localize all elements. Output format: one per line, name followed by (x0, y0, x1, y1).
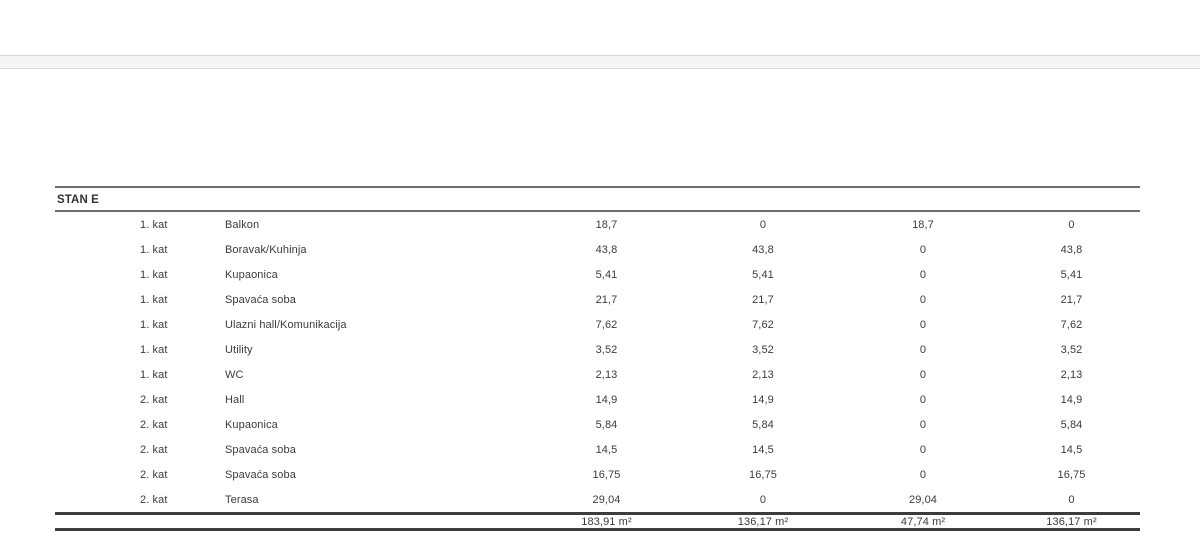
table-row: 2. kat Spavaća soba 14,5 14,5 0 14,5 (55, 437, 1140, 462)
area-value-cell: 0 (919, 368, 927, 381)
floor-cell: 2. kat (140, 493, 168, 506)
room-cell: Balkon (225, 218, 260, 231)
area-value-cell: 43,8 (1060, 243, 1083, 256)
room-cell: WC (225, 368, 244, 381)
area-value-cell: 18,7 (595, 218, 618, 231)
totals-row: 183,91 m² 136,17 m² 47,74 m² 136,17 m² (55, 512, 1140, 531)
area-value-cell: 16,75 (1057, 468, 1086, 481)
table-row: 1. kat WC 2,13 2,13 0 2,13 (55, 362, 1140, 387)
table-row: 2. kat Spavaća soba 16,75 16,75 0 16,75 (55, 462, 1140, 487)
area-value-cell: 14,5 (752, 443, 774, 456)
table-body: 1. kat Balkon 18,7 0 18,7 0 1. kat Boravak/Kuhi… (55, 212, 1140, 512)
section-header: STAN E (55, 188, 1140, 212)
table-row: 1. kat Balkon 18,7 0 18,7 0 (55, 212, 1140, 237)
table-row: 1. kat Spavaća soba 21,7 21,7 0 21,7 (55, 287, 1140, 312)
area-value-cell: 3,52 (595, 343, 618, 356)
total-net-area: 136,17 m² (737, 516, 789, 528)
area-value-cell: 2,13 (1060, 368, 1083, 381)
floor-cell: 1. kat (140, 268, 168, 281)
room-cell: Kupaonica (225, 418, 278, 431)
room-cell: Terasa (225, 493, 259, 506)
room-cell: Spavaća soba (225, 443, 296, 456)
room-cell: Kupaonica (225, 268, 278, 281)
area-value-cell: 2,13 (752, 368, 774, 381)
area-value-cell: 43,8 (595, 243, 618, 256)
area-value-cell: 0 (919, 443, 927, 456)
table-row: 2. kat Kupaonica 5,84 5,84 0 5,84 (55, 412, 1140, 437)
area-value-cell: 5,41 (595, 268, 618, 281)
area-value-cell: 5,41 (1060, 268, 1083, 281)
area-value-cell: 0 (919, 343, 927, 356)
area-value-cell: 0 (1068, 493, 1075, 506)
area-value-cell: 0 (919, 318, 927, 331)
area-value-cell: 0 (759, 218, 767, 231)
area-value-cell: 21,7 (595, 293, 618, 306)
floor-cell: 1. kat (140, 243, 168, 256)
area-value-cell: 0 (919, 268, 927, 281)
area-value-cell: 0 (919, 418, 927, 431)
area-value-cell: 14,5 (1060, 443, 1083, 456)
table-row: 1. kat Boravak/Kuhinja 43,8 43,8 0 43,8 (55, 237, 1140, 262)
area-value-cell: 14,9 (595, 393, 618, 406)
area-value-cell: 5,84 (1060, 418, 1083, 431)
area-value-cell: 7,62 (595, 318, 618, 331)
area-value-cell: 3,52 (1060, 343, 1083, 356)
room-cell: Spavaća soba (225, 468, 296, 481)
area-value-cell: 43,8 (752, 243, 774, 256)
area-value-cell: 14,9 (752, 393, 774, 406)
table-row: 1. kat Utility 3,52 3,52 0 3,52 (55, 337, 1140, 362)
floor-cell: 2. kat (140, 468, 168, 481)
table-row: 1. kat Kupaonica 5,41 5,41 0 5,41 (55, 262, 1140, 287)
area-value-cell: 0 (919, 468, 927, 481)
room-cell: Ulazni hall/Komunikacija (225, 318, 347, 331)
area-value-cell: 5,41 (752, 268, 774, 281)
area-value-cell: 0 (1068, 218, 1075, 231)
table-row: 2. kat Terasa 29,04 0 29,04 0 (55, 487, 1140, 512)
floor-cell: 1. kat (140, 368, 168, 381)
area-value-cell: 14,9 (1060, 393, 1083, 406)
floor-cell: 2. kat (140, 393, 168, 406)
area-value-cell: 16,75 (748, 468, 778, 481)
floor-cell: 1. kat (140, 343, 168, 356)
area-value-cell: 0 (759, 493, 767, 506)
area-value-cell: 18,7 (912, 218, 934, 231)
area-value-cell: 7,62 (1060, 318, 1083, 331)
floor-cell: 2. kat (140, 418, 168, 431)
floor-cell: 2. kat (140, 443, 168, 456)
table-row: 2. kat Hall 14,9 14,9 0 14,9 (55, 387, 1140, 412)
area-value-cell: 29,04 (592, 493, 621, 506)
area-value-cell: 5,84 (595, 418, 618, 431)
room-cell: Hall (225, 393, 245, 406)
total-gross-area: 183,91 m² (581, 516, 632, 528)
area-value-cell: 0 (919, 243, 927, 256)
total-calculated-area: 136,17 m² (1046, 516, 1097, 528)
area-value-cell: 2,13 (595, 368, 618, 381)
total-open-area: 47,74 m² (900, 516, 946, 528)
table-row: 1. kat Ulazni hall/Komunikacija 7,62 7,62 0 7… (55, 312, 1140, 337)
area-value-cell: 21,7 (752, 293, 774, 306)
room-cell: Utility (225, 343, 253, 356)
area-value-cell: 14,5 (595, 443, 618, 456)
area-value-cell: 0 (919, 293, 927, 306)
area-value-cell: 7,62 (752, 318, 774, 331)
page-top-divider (0, 55, 1200, 69)
floor-cell: 1. kat (140, 293, 168, 306)
room-cell: Spavaća soba (225, 293, 296, 306)
room-cell: Boravak/Kuhinja (225, 243, 307, 256)
section-title: STAN E (57, 194, 99, 206)
area-value-cell: 3,52 (752, 343, 774, 356)
area-value-cell: 16,75 (592, 468, 621, 481)
area-value-cell: 0 (919, 393, 927, 406)
floor-cell: 1. kat (140, 218, 168, 231)
room-area-table: STAN E 1. kat Balkon 18,7 0 18,7 0 1. kat Borav… (55, 186, 1140, 531)
area-value-cell: 21,7 (1060, 293, 1083, 306)
floor-cell: 1. kat (140, 318, 168, 331)
area-value-cell: 29,04 (908, 493, 938, 506)
area-value-cell: 5,84 (752, 418, 774, 431)
